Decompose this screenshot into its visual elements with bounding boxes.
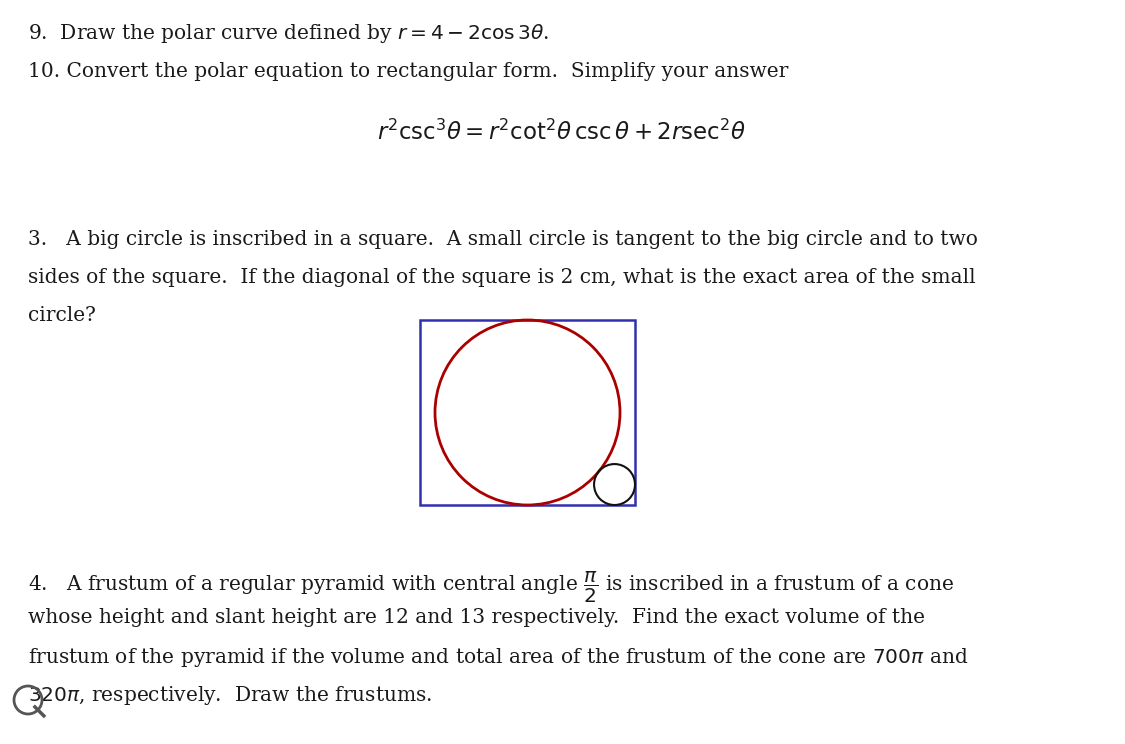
Text: whose height and slant height are 12 and 13 respectively.  Find the exact volume: whose height and slant height are 12 and… (28, 608, 925, 627)
Text: $320\pi$, respectively.  Draw the frustums.: $320\pi$, respectively. Draw the frustum… (28, 684, 432, 707)
Text: circle?: circle? (28, 306, 96, 325)
Text: 3.   A big circle is inscribed in a square.  A small circle is tangent to the bi: 3. A big circle is inscribed in a square… (28, 230, 978, 249)
Text: $r^2\mathrm{csc}^3\theta = r^2\mathrm{cot}^2\theta\,\mathrm{csc}\,\theta + 2r\ma: $r^2\mathrm{csc}^3\theta = r^2\mathrm{co… (377, 120, 747, 145)
Text: frustum of the pyramid if the volume and total area of the frustum of the cone a: frustum of the pyramid if the volume and… (28, 646, 969, 669)
Text: sides of the square.  If the diagonal of the square is 2 cm, what is the exact a: sides of the square. If the diagonal of … (28, 268, 975, 287)
Text: 4.   A frustum of a regular pyramid with central angle $\dfrac{\pi}{2}$ is inscr: 4. A frustum of a regular pyramid with c… (28, 570, 954, 606)
Text: 9.  Draw the polar curve defined by $r = 4 - 2\cos 3\theta$.: 9. Draw the polar curve defined by $r = … (28, 22, 549, 45)
Bar (420, 320, 634, 505)
Text: 10. Convert the polar equation to rectangular form.  Simplify your answer: 10. Convert the polar equation to rectan… (28, 62, 789, 81)
